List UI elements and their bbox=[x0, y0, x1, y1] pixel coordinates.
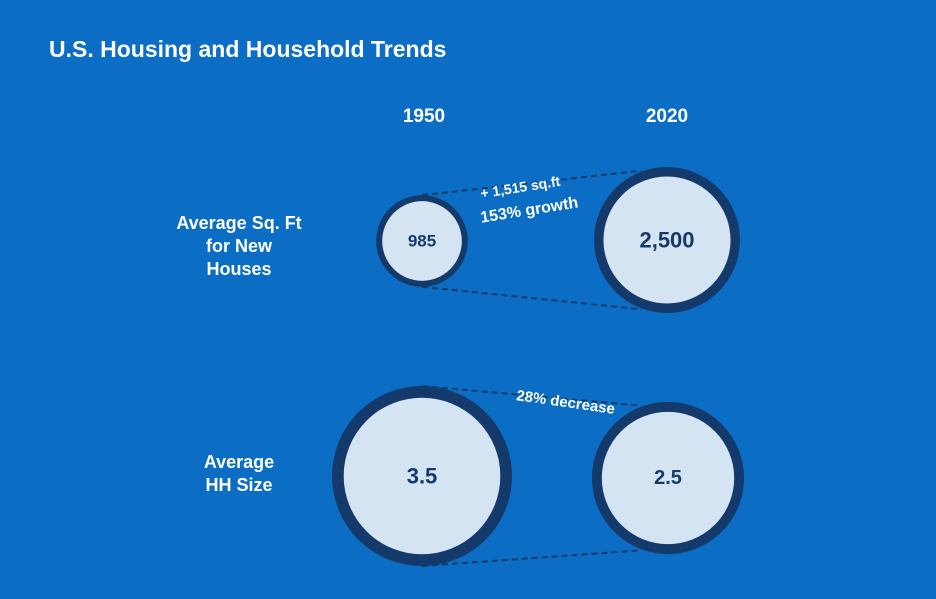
annotation-sqft-growth: 153% growth bbox=[479, 194, 579, 226]
row-label-sqft-line-2: for New bbox=[206, 236, 273, 256]
row-label-sqft-line-3: Houses bbox=[206, 259, 271, 279]
connector-line-top bbox=[421, 385, 642, 407]
row-label-hh-line-1: Average bbox=[204, 452, 274, 472]
connector-line-bottom bbox=[421, 285, 642, 311]
row-avg-sqft: Average Sq. Ft for New Houses 985 2,500 … bbox=[176, 166, 740, 313]
bubble-hh-1950 bbox=[332, 386, 513, 567]
bubble-sqft-2020 bbox=[593, 166, 740, 313]
bubble-value-sqft-1950: 985 bbox=[408, 232, 436, 251]
connector-line-bottom bbox=[421, 549, 642, 567]
year-label-2020: 2020 bbox=[646, 106, 688, 127]
chart-title: U.S. Housing and Household Trends bbox=[49, 36, 446, 62]
connector-line-top bbox=[421, 169, 642, 197]
bubble-value-hh-1950: 3.5 bbox=[407, 464, 438, 489]
row-avg-hh-size: Average HH Size 3.5 2.5 28% decrease bbox=[204, 385, 745, 567]
bubble-sqft-1950 bbox=[376, 195, 468, 287]
bubble-hh-2020 bbox=[591, 401, 745, 555]
bubble-value-hh-2020: 2.5 bbox=[654, 467, 682, 489]
bubble-value-sqft-2020: 2,500 bbox=[639, 228, 694, 253]
year-label-1950: 1950 bbox=[403, 106, 445, 127]
annotation-hh-decrease: 28% decrease bbox=[515, 387, 616, 418]
row-label-sqft-line-1: Average Sq. Ft bbox=[176, 213, 301, 233]
row-label-hh-line-2: HH Size bbox=[205, 475, 272, 495]
annotation-sqft-increase: + 1,515 sq.ft bbox=[479, 173, 561, 201]
